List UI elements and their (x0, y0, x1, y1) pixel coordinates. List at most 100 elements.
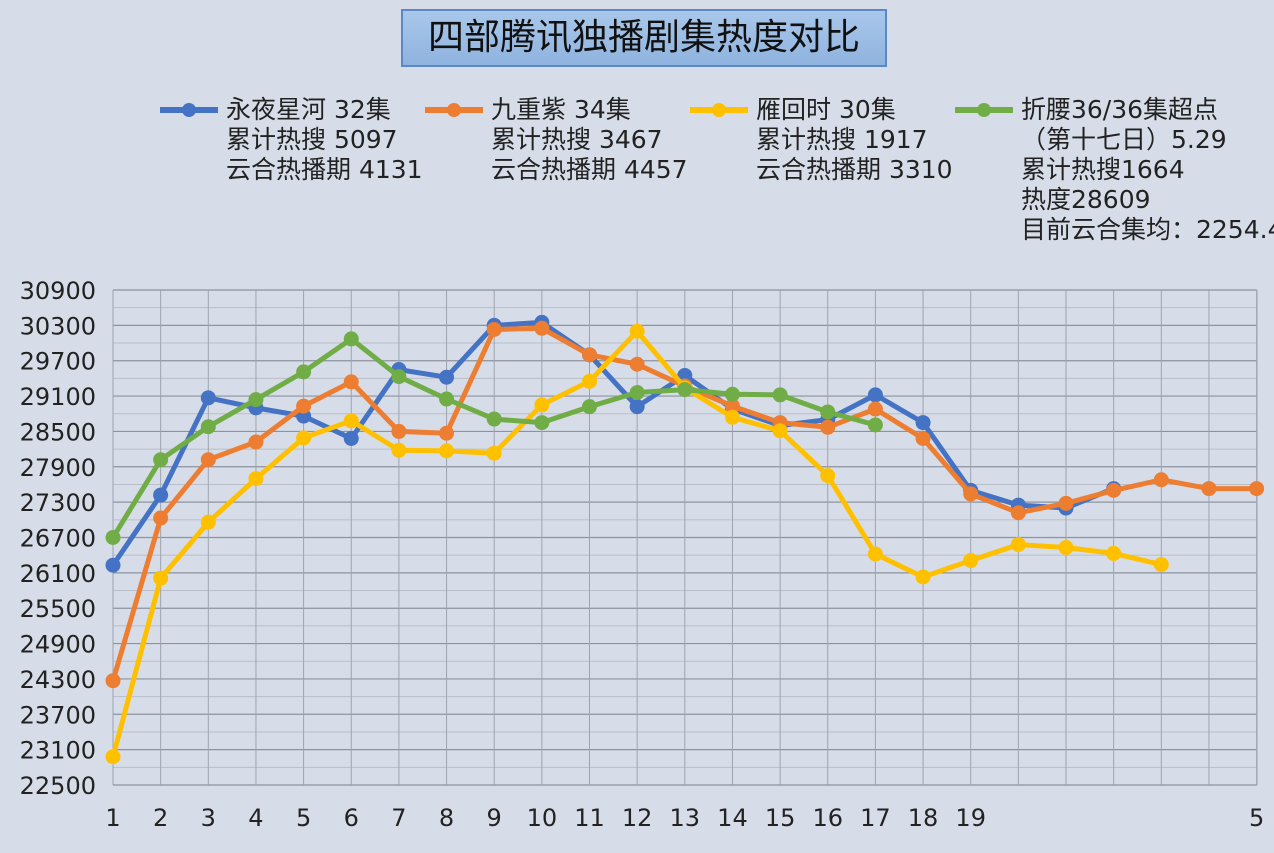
legend-text-3-4: 目前云合集均：2254.4 (1021, 215, 1274, 244)
data-point-2-10 (582, 373, 597, 389)
legend-marker-dot-1 (447, 103, 461, 117)
series-2 (105, 323, 1169, 765)
data-point-3-11 (629, 385, 645, 401)
x-tick-labels: 1 2 3 4 5 6 7 8 9 10 11 12 13 14 15 16 17 18 19 5 (105, 804, 1264, 832)
legend-text-1-1: 累计热搜 3467 (491, 125, 663, 154)
data-point-1-24 (1249, 481, 1265, 497)
data-point-2-16 (867, 546, 883, 562)
data-point-1-16 (867, 401, 883, 417)
data-point-3-12 (677, 382, 693, 398)
legend-text-3-0: 折腰36/36集超点 (1021, 95, 1219, 124)
data-point-0-14 (772, 418, 788, 434)
y-tick-label: 26100 (20, 560, 96, 588)
y-tick-labels: 30900 30300 29700 29100 28500 27900 27300 26700… (20, 277, 96, 800)
y-tick-label: 28500 (20, 418, 96, 446)
data-point-0-10 (582, 347, 597, 363)
series-line-2 (110, 328, 1164, 760)
legend-marker-dot-2 (712, 103, 726, 117)
data-point-2-20 (1058, 540, 1074, 556)
data-point-1-7 (439, 425, 455, 441)
data-point-2-13 (724, 409, 740, 425)
data-point-2-17 (915, 569, 931, 585)
x-tick-label: 3 (201, 804, 216, 832)
y-tick-label: 27900 (20, 454, 96, 482)
data-point-2-2 (200, 514, 216, 530)
data-point-1-10 (582, 347, 597, 363)
x-tick-label: 7 (391, 804, 406, 832)
legend-text-2-2: 云合热播期 3310 (756, 155, 953, 184)
data-point-0-19 (1010, 497, 1026, 513)
data-point-1-2 (200, 452, 216, 468)
x-tick-label: 9 (487, 804, 502, 832)
data-point-0-7 (439, 369, 455, 385)
data-point-0-16 (867, 387, 883, 403)
data-point-0-6 (391, 362, 407, 378)
data-point-1-3 (248, 434, 264, 450)
data-point-1-14 (772, 415, 788, 431)
data-point-2-5 (343, 413, 359, 429)
x-tick-label: 18 (908, 804, 939, 832)
data-point-3-5 (343, 331, 359, 347)
data-point-0-3 (248, 400, 264, 416)
series-line-0 (110, 319, 1117, 568)
series-3 (105, 331, 883, 545)
y-tick-label: 24300 (20, 666, 96, 694)
series-1 (105, 320, 1265, 689)
data-point-3-6 (391, 369, 407, 385)
data-point-2-4 (296, 430, 312, 446)
data-point-2-3 (248, 471, 264, 487)
legend-text-2-0: 雁回时 30集 (756, 95, 896, 124)
data-point-2-14 (772, 423, 788, 439)
x-tick-label: 5 (1249, 804, 1264, 832)
series-group (105, 314, 1265, 765)
data-point-2-9 (534, 397, 550, 413)
data-point-1-15 (820, 419, 836, 435)
legend-marker-2 (690, 103, 748, 117)
data-point-1-9 (534, 320, 550, 336)
x-tick-label: 1 (105, 804, 120, 832)
data-point-3-0 (105, 530, 121, 545)
data-point-1-19 (1010, 505, 1026, 521)
y-tick-label: 27300 (20, 489, 96, 517)
data-point-1-8 (486, 321, 502, 337)
data-point-1-20 (1058, 495, 1074, 511)
y-tick-label: 29100 (20, 383, 96, 411)
data-point-0-11 (629, 399, 645, 415)
data-point-3-16 (867, 417, 883, 433)
legend-marker-0 (160, 103, 218, 117)
legend-text-0-1: 累计热搜 5097 (226, 125, 398, 154)
y-tick-label: 25500 (20, 595, 96, 623)
data-point-0-1 (153, 487, 169, 503)
data-point-3-15 (820, 404, 836, 420)
series-line-1 (110, 325, 1260, 684)
data-point-3-10 (582, 399, 597, 415)
data-point-2-19 (1010, 537, 1026, 553)
legend-marker-1 (425, 103, 483, 117)
series-line-3 (110, 336, 878, 540)
data-point-1-21 (1106, 482, 1122, 498)
legend-marker-dot-0 (182, 103, 196, 117)
data-point-1-4 (296, 398, 312, 414)
data-point-0-0 (105, 557, 121, 573)
data-point-3-1 (153, 452, 169, 468)
data-point-1-1 (153, 510, 169, 526)
data-point-1-17 (915, 431, 931, 446)
x-tick-label: 13 (670, 804, 701, 832)
y-tick-label: 30900 (20, 277, 96, 305)
legend-text-3-3: 热度28609 (1021, 185, 1151, 214)
x-tick-label: 19 (955, 804, 986, 832)
legend-text-1-2: 云合热播期 4457 (491, 155, 688, 184)
data-point-1-22 (1153, 472, 1169, 488)
data-point-2-21 (1106, 545, 1122, 561)
data-point-1-13 (724, 398, 740, 414)
x-tick-label: 8 (439, 804, 454, 832)
x-tick-label: 6 (344, 804, 359, 832)
y-tick-label: 29700 (20, 348, 96, 376)
data-point-2-1 (153, 570, 169, 586)
data-point-1-6 (391, 423, 407, 439)
data-point-0-17 (915, 415, 931, 431)
data-point-2-11 (629, 323, 645, 339)
legend-marker-3 (955, 103, 1013, 117)
data-point-3-14 (772, 387, 788, 403)
